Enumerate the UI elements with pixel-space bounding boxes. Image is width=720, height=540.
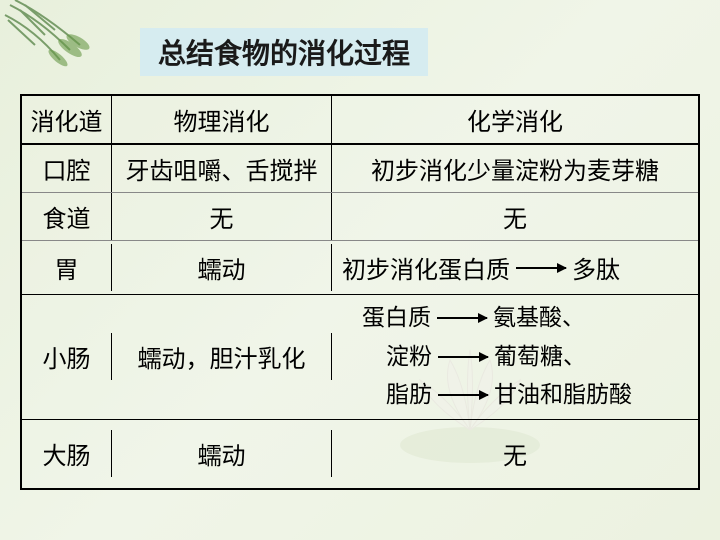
cell-chemical: 无: [332, 430, 698, 477]
cell-organ: 大肠: [22, 430, 112, 477]
reaction-pre: 脂肪: [386, 378, 432, 413]
cell-physical: 无: [112, 193, 332, 240]
cell-organ: 口腔: [22, 145, 112, 192]
cell-chemical: 初步消化蛋白质 多肽: [332, 244, 698, 291]
reaction-post: 葡萄糖、: [494, 340, 586, 375]
arrow-icon: [438, 356, 488, 358]
reaction-post: 多肽: [572, 250, 620, 285]
arrow-icon: [438, 394, 488, 396]
table-header-row: 消化道 物理消化 化学消化: [22, 96, 698, 145]
cell-chemical: 无: [332, 193, 698, 240]
cell-chemical: 蛋白质 氨基酸、 淀粉 葡萄糖、 脂肪 甘油和脂肪酸: [332, 295, 698, 419]
reaction-pre: 初步消化蛋白质: [342, 250, 510, 285]
header-col1: 消化道: [22, 96, 112, 143]
cell-physical: 蠕动: [112, 244, 332, 291]
table-row: 胃 蠕动 初步消化蛋白质 多肽: [22, 241, 698, 295]
reaction-post: 氨基酸、: [493, 301, 585, 336]
cell-physical: 蠕动: [112, 430, 332, 477]
cell-physical: 蠕动，胆汁乳化: [112, 333, 332, 380]
table-row: 大肠 蠕动 无: [22, 420, 698, 488]
leaf-decoration-icon: [0, 0, 140, 80]
header-col2: 物理消化: [112, 96, 332, 143]
arrow-icon: [437, 317, 487, 319]
table-row: 小肠 蠕动，胆汁乳化 蛋白质 氨基酸、 淀粉 葡萄糖、 脂肪: [22, 295, 698, 420]
cell-organ: 胃: [22, 244, 112, 291]
table-row: 口腔 牙齿咀嚼、舌搅拌 初步消化少量淀粉为麦芽糖: [22, 145, 698, 193]
reaction-pre: 蛋白质: [362, 301, 431, 336]
cell-physical: 牙齿咀嚼、舌搅拌: [112, 145, 332, 192]
digestion-table: 消化道 物理消化 化学消化 口腔 牙齿咀嚼、舌搅拌 初步消化少量淀粉为麦芽糖 食…: [20, 94, 700, 490]
cell-organ: 食道: [22, 193, 112, 240]
reaction-pre: 淀粉: [386, 340, 432, 375]
page-title: 总结食物的消化过程: [140, 28, 428, 76]
cell-chemical: 初步消化少量淀粉为麦芽糖: [332, 145, 698, 192]
arrow-icon: [516, 267, 566, 269]
table-row: 食道 无 无: [22, 193, 698, 241]
reaction-post: 甘油和脂肪酸: [494, 378, 632, 413]
cell-organ: 小肠: [22, 333, 112, 380]
header-col3: 化学消化: [332, 96, 698, 143]
